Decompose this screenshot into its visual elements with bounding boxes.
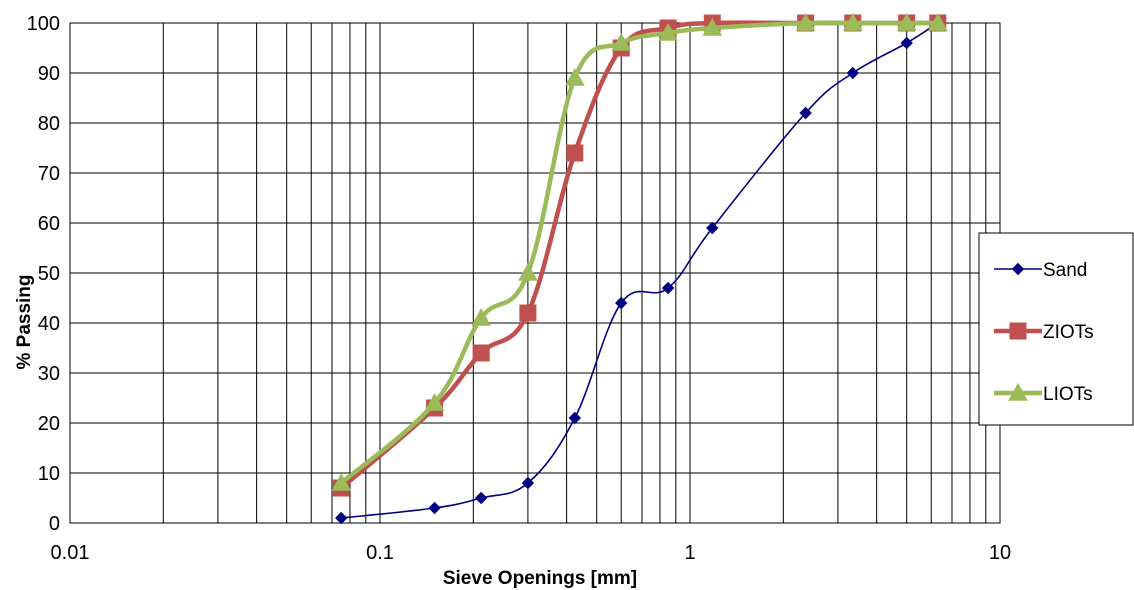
series-liots [331,12,948,491]
x-axis-title: Sieve Openings [mm] [443,568,637,589]
data-point [564,67,585,86]
x-tick-label: 0.01 [51,542,90,564]
data-point [521,476,535,490]
data-point [842,12,863,31]
y-axis-title: % Passing [14,274,35,369]
x-tick-label: 0.1 [366,542,394,564]
series-layer [331,12,948,525]
y-tick-label: 100 [27,13,60,35]
data-point [927,12,948,31]
y-tick-label: 50 [38,263,60,285]
data-point [471,307,492,326]
data-point [799,106,812,120]
legend-marker [1009,322,1027,340]
legend-item-liots: LIOTs [994,382,1093,405]
data-point [424,392,445,411]
legend-item-sand: Sand [994,260,1087,281]
data-point [661,281,675,295]
data-point [519,304,537,322]
data-point [896,12,917,31]
y-tick-label: 90 [38,63,60,85]
y-tick-label: 80 [38,113,60,135]
data-point [795,12,816,31]
grid [69,22,1001,524]
x-tick-label: 10 [989,542,1011,564]
y-tick-label: 60 [38,213,60,235]
data-point [474,491,488,505]
data-point [335,511,348,525]
legend-item-ziots: ZIOTs [994,322,1094,343]
y-tick-label: 30 [38,363,60,385]
data-point [702,17,723,36]
y-tick-label: 40 [38,313,60,335]
data-point [518,262,538,281]
data-point [568,411,582,425]
data-point [846,66,859,80]
data-point [331,472,352,491]
legend-label: ZIOTs [1043,322,1094,343]
data-point [900,36,913,50]
legend-label: LIOTs [1043,384,1093,405]
y-tick-label: 0 [49,513,60,535]
data-point [566,144,584,162]
data-point [658,22,678,41]
tick-labels: 0 10 20 30 40 50 60 70 80 90 100 0.01 0.1 1 10 [27,13,1012,564]
x-tick-label: 1 [684,542,695,564]
data-point [615,296,628,310]
y-tick-label: 70 [38,163,60,185]
y-tick-label: 10 [38,463,60,485]
data-point [428,501,441,515]
data-point [611,32,632,51]
data-point [706,221,719,235]
legend-marker [1011,262,1025,276]
legend-label: Sand [1043,260,1087,281]
y-tick-label: 20 [38,413,60,435]
legend: Sand ZIOTs LIOTs [978,232,1134,426]
legend-marker [1008,382,1028,401]
data-point [472,344,490,362]
